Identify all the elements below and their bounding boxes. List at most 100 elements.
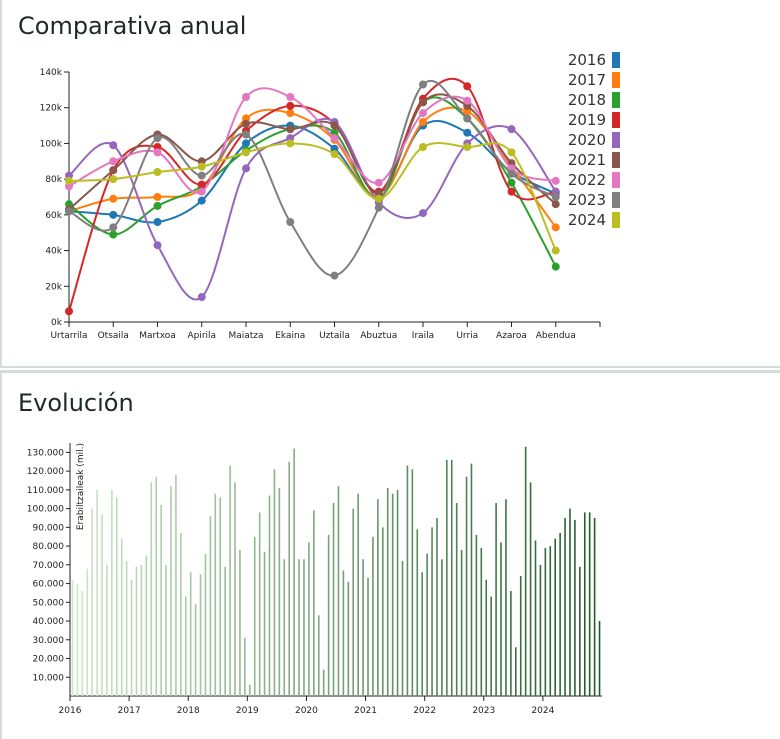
annual-line-chart: 0k 20k 40k 60k 80k 100k 120k 140k Urtarrila Otsai… (40, 51, 620, 341)
series-point-2018 (551, 262, 560, 271)
evolution-x-tick-label: 2022 (413, 706, 436, 716)
series-point-2018 (507, 178, 516, 187)
annual-y-tick-label: 40k (45, 247, 62, 257)
annual-y-tick-label: 80k (45, 175, 62, 185)
annual-chart-title: Comparativa anual (18, 12, 247, 40)
legend-label-2021: 2021 (568, 151, 606, 169)
series-point-2023 (153, 134, 162, 143)
series-point-2022 (330, 134, 339, 143)
series-point-2024 (419, 143, 427, 151)
evolution-y-tick-label: 70.000 (33, 561, 65, 571)
legend-swatch-2024 (612, 212, 620, 228)
annual-x-tick-label: Azaroa (496, 331, 527, 341)
series-point-2021 (286, 125, 295, 134)
series-line-2019 (68, 77, 556, 312)
legend-label-2020: 2020 (568, 131, 606, 149)
series-point-2022 (551, 176, 560, 185)
annual-x-tick-label: Ekaina (275, 331, 305, 341)
series-point-2024 (109, 175, 118, 184)
evolution-y-tick-label: 130.000 (27, 448, 64, 458)
series-line-2022 (68, 87, 557, 194)
annual-x-tick-label: Abuztua (360, 331, 397, 341)
annual-x-tick-label: Urria (456, 331, 478, 341)
evolution-y-tick-label: 10.000 (33, 673, 65, 683)
evolution-y-tick-label: 90.000 (33, 523, 65, 533)
series-point-2017 (153, 193, 162, 201)
evolution-x-tick-label: 2019 (236, 706, 259, 716)
series-point-2024 (330, 150, 339, 159)
annual-x-tick-label: Martxoa (139, 331, 176, 341)
evolution-y-tick-label: 60.000 (33, 580, 65, 590)
legend-label-2018: 2018 (568, 91, 606, 109)
series-point-2016 (153, 218, 162, 226)
series-point-2023 (419, 80, 427, 89)
series-point-2023 (286, 218, 295, 226)
legend-swatch-2018 (612, 92, 620, 108)
series-point-2023 (242, 130, 250, 139)
series-point-2020 (109, 141, 118, 150)
series-point-2018 (109, 230, 118, 239)
series-point-2020 (419, 209, 427, 218)
legend-label-2022: 2022 (568, 171, 606, 189)
series-point-2022 (463, 96, 472, 105)
evolution-y-tick-label: 100.000 (27, 505, 64, 515)
series-point-2024 (463, 143, 472, 151)
evolution-y-tick-label: 30.000 (33, 636, 65, 646)
evolution-x-tick-label: 2017 (118, 706, 141, 716)
series-point-2019 (507, 187, 516, 196)
evolution-x-tick-label: 2024 (531, 706, 554, 716)
series-point-2023 (65, 207, 73, 216)
series-point-2019 (197, 180, 206, 189)
series-point-2021 (330, 121, 339, 130)
legend-label-2023: 2023 (568, 191, 606, 209)
evolution-y-tick-label: 50.000 (33, 598, 65, 608)
evolution-x-tick-label: 2021 (354, 706, 377, 716)
evolution-panel: Evolución 10.000 20.000 30.000 40.000 50.000… (0, 370, 780, 739)
annual-x-tick-label: Iraila (412, 331, 434, 341)
series-point-2022 (286, 93, 295, 101)
series-point-2017 (551, 223, 560, 232)
evolution-chart-title: Evolución (18, 389, 134, 417)
series-point-2021 (242, 119, 250, 128)
legend-swatch-2021 (612, 152, 620, 168)
series-point-2022 (242, 93, 250, 101)
annual-comparison-panel: Comparativa anual 0k 20k 40k 60k 80k 100k 120k… (0, 0, 780, 368)
series-point-2021 (109, 166, 118, 175)
annual-x-tick-label: Apirila (187, 331, 216, 341)
evolution-y-tick-label: 40.000 (33, 617, 65, 627)
series-point-2017 (286, 109, 295, 118)
series-point-2019 (65, 307, 73, 316)
evolution-y-tick-label: 80.000 (33, 542, 65, 552)
series-point-2024 (65, 176, 73, 185)
evolution-x-tick-label: 2016 (59, 706, 82, 716)
annual-y-tick-label: 0k (51, 318, 63, 328)
annual-y-tick-label: 140k (40, 68, 63, 78)
series-point-2023 (330, 271, 339, 280)
annual-y-tick-label: 120k (40, 104, 63, 114)
annual-x-tick-label: Otsaila (98, 331, 129, 341)
series-point-2024 (286, 139, 295, 148)
series-point-2016 (197, 196, 206, 205)
annual-x-tick-label: Uztaila (319, 331, 350, 341)
series-point-2022 (374, 178, 383, 187)
series-point-2023 (507, 169, 516, 178)
evolution-x-tick-label: 2020 (295, 706, 318, 716)
series-point-2022 (153, 148, 162, 157)
annual-x-tick-label: Abendua (536, 331, 576, 341)
series-point-2022 (419, 109, 427, 118)
series-point-2024 (197, 162, 206, 171)
series-point-2023 (109, 223, 118, 232)
legend-label-2019: 2019 (568, 111, 606, 129)
evolution-x-tick-label: 2023 (472, 706, 495, 716)
legend-swatch-2017 (612, 72, 620, 88)
series-point-2020 (197, 293, 206, 301)
series-point-2019 (463, 82, 472, 91)
series-point-2023 (551, 193, 560, 201)
legend-swatch-2016 (612, 52, 620, 68)
legend-swatch-2022 (612, 172, 620, 188)
annual-x-tick-label: Urtarrila (50, 331, 87, 341)
evolution-bar-chart: 10.000 20.000 30.000 40.000 50.000 60.000 70.0… (27, 443, 602, 716)
legend-swatch-2023 (612, 192, 620, 208)
annual-x-tick-label: Maiatza (228, 331, 263, 341)
series-point-2023 (374, 203, 383, 212)
